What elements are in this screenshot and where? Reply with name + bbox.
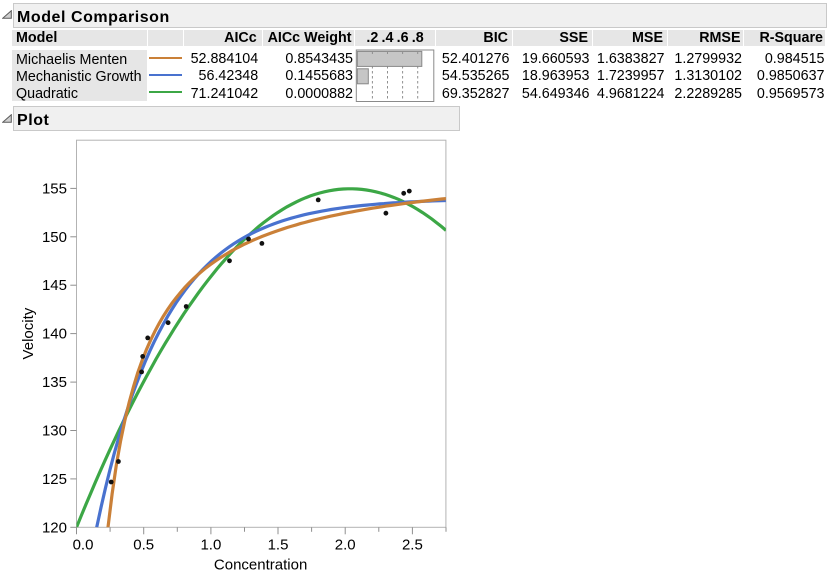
svg-text:145: 145 [42, 277, 67, 294]
svg-text:2.5: 2.5 [402, 537, 423, 554]
svg-text:130: 130 [42, 423, 67, 440]
svg-text:0.5: 0.5 [133, 537, 154, 554]
svg-text:120: 120 [42, 519, 67, 536]
svg-text:125: 125 [42, 471, 67, 488]
svg-text:Velocity: Velocity [20, 307, 37, 359]
svg-text:Concentration: Concentration [214, 556, 307, 573]
svg-text:1.5: 1.5 [268, 537, 289, 554]
svg-text:150: 150 [42, 229, 67, 246]
svg-text:140: 140 [42, 326, 67, 343]
svg-text:2.0: 2.0 [335, 537, 356, 554]
svg-text:1.0: 1.0 [200, 537, 221, 554]
svg-text:155: 155 [42, 180, 67, 197]
svg-text:0.0: 0.0 [73, 537, 94, 554]
svg-text:135: 135 [42, 374, 67, 391]
